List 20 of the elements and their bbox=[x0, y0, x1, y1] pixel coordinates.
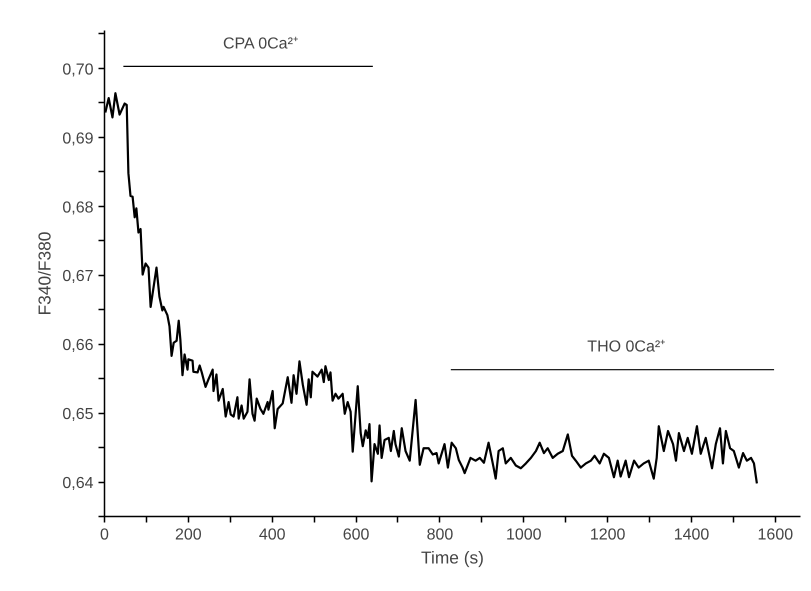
x-tick-label: 200 bbox=[175, 526, 202, 544]
x-tick-label: 1600 bbox=[758, 526, 794, 544]
x-tick-label: 1200 bbox=[590, 526, 626, 544]
y-tick-label: 0,65 bbox=[62, 406, 94, 424]
y-tick-label: 0,67 bbox=[62, 268, 94, 286]
x-tick-label: 600 bbox=[342, 526, 370, 544]
y-axis-title: F340/F380 bbox=[34, 232, 54, 316]
y-tick-label: 0,66 bbox=[62, 337, 94, 354]
x-tick-label: 1000 bbox=[506, 526, 542, 544]
x-tick-label: 0 bbox=[100, 526, 110, 544]
x-axis-title: Time (s) bbox=[421, 548, 484, 568]
series-label: CPA 0Ca²⁺ bbox=[222, 35, 298, 52]
x-tick-label: 1400 bbox=[674, 526, 710, 544]
y-tick-label: 0,70 bbox=[62, 61, 94, 78]
series-label: THO 0Ca²⁺ bbox=[587, 338, 666, 356]
x-tick-label: 800 bbox=[426, 526, 454, 544]
x-tick-label: 400 bbox=[258, 526, 286, 544]
y-tick-label: 0,69 bbox=[62, 130, 94, 148]
y-tick-label: 0,68 bbox=[62, 199, 94, 216]
y-tick-label: 0,64 bbox=[62, 475, 94, 492]
